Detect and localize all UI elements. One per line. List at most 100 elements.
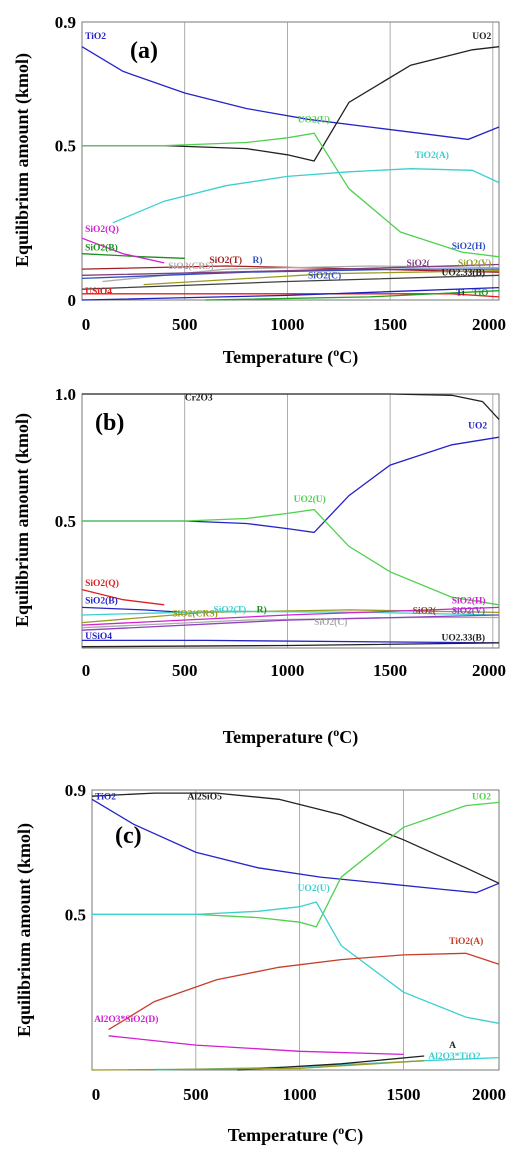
series-line-uo2-33-b- bbox=[81, 642, 500, 648]
series-line-sio2-q- bbox=[81, 588, 165, 606]
plot-area bbox=[81, 21, 500, 301]
x-tick-label: 1000 bbox=[270, 661, 304, 680]
panel-label: (b) bbox=[95, 410, 124, 436]
x-tick-label: 0 bbox=[82, 315, 91, 334]
x-axis-label: Temperature (oC) bbox=[228, 1123, 363, 1146]
x-tick-label: 1000 bbox=[270, 315, 304, 334]
series-label: SiO2(B) bbox=[85, 243, 118, 254]
y-tick-label: 0.9 bbox=[65, 781, 86, 800]
chart-panel-2: Cr2O3 UO2 UO2(U) SiO2(Q) SiO2(B) SiO2(T) R) SiO… bbox=[12, 385, 506, 748]
series-label: TiO2 bbox=[85, 32, 106, 42]
series-line-sio2-v- bbox=[81, 614, 500, 631]
series-label: UO2.33(B) bbox=[441, 632, 485, 643]
series-line-tio2-a- bbox=[112, 168, 500, 224]
series-line-uo2-33-b- bbox=[81, 274, 500, 290]
series-label: SiO2(Q) bbox=[85, 224, 119, 235]
series-line-sio2-c- bbox=[81, 268, 499, 280]
series-label: UO2(U) bbox=[294, 494, 326, 505]
y-tick-label: 1.0 bbox=[55, 385, 76, 404]
series-label: UO2.33(B) bbox=[441, 267, 485, 278]
plot-area bbox=[91, 789, 500, 1071]
series-label: TiO2 bbox=[95, 792, 116, 802]
x-tick-label: 1500 bbox=[386, 1085, 420, 1104]
series-label: R) bbox=[257, 604, 267, 615]
x-tick-label: 1500 bbox=[373, 315, 407, 334]
y-axis-label: Equilibrium amount (kmol) bbox=[12, 53, 33, 267]
series-label: SiO2(C) bbox=[314, 617, 347, 628]
series-label: Al2SiO5 bbox=[188, 792, 223, 802]
series-label: SiO2(C) bbox=[308, 270, 341, 281]
x-tick-label: 500 bbox=[183, 1085, 209, 1104]
series-line-sio2-h- bbox=[81, 263, 500, 276]
series-label: Ti bbox=[456, 288, 465, 298]
series-label: SiO2( bbox=[407, 258, 430, 269]
x-tick-label: 500 bbox=[172, 661, 198, 680]
series-label: UO2 bbox=[472, 792, 491, 802]
x-tick-label: 1500 bbox=[373, 661, 407, 680]
series-line-sio2-v- bbox=[143, 270, 500, 286]
series-label: SiO2(B) bbox=[85, 596, 118, 607]
series-label: SiO2(Q) bbox=[85, 578, 119, 589]
x-tick-label: 2000 bbox=[472, 661, 506, 680]
x-axis-label: Temperature (oC) bbox=[223, 345, 358, 368]
chart-panel-3: TiO2 Al2SiO5 UO2 UO2(U) TiO2(A) Al2O3*SiO2(D)… bbox=[14, 781, 506, 1146]
series-label: SiO2( bbox=[413, 606, 436, 617]
y-tick-label: 0.5 bbox=[65, 905, 86, 924]
series-line-tio2-a- bbox=[108, 952, 500, 1031]
series-label: USiO4 bbox=[85, 632, 112, 642]
series-line-sio2-h- bbox=[81, 606, 500, 626]
y-axis-label: Equilibrium amount (kmol) bbox=[14, 823, 35, 1037]
series-line-cr2o3 bbox=[82, 393, 500, 420]
series-label: UO2(U) bbox=[298, 883, 330, 894]
x-tick-label: 0 bbox=[82, 661, 91, 680]
series-label: SiO2(CRS) bbox=[168, 261, 213, 272]
series-label: UO2 bbox=[468, 421, 487, 431]
series-line-usio4 bbox=[82, 293, 500, 298]
chart-panel-1: TiO2 UO2 UO2(U) TiO2(A) SiO2(Q) SiO2(B) SiO2(H… bbox=[12, 13, 506, 368]
x-axis-label: Temperature (oC) bbox=[223, 725, 358, 748]
series-label: SiO2(CRS) bbox=[172, 608, 217, 619]
series-line-sio2-b- bbox=[81, 253, 185, 259]
series-label: SiO2(V) bbox=[452, 606, 485, 617]
series-label: SiO2(H) bbox=[452, 596, 486, 607]
series-label: UO2(U) bbox=[298, 114, 330, 125]
series-line-sio2-t- bbox=[81, 610, 500, 616]
series-line-usio4 bbox=[82, 639, 500, 644]
x-tick-label: 2000 bbox=[472, 1085, 506, 1104]
series-label: R) bbox=[252, 255, 262, 266]
series-line-al2o3-sio2-d- bbox=[108, 1035, 404, 1056]
series-line-minor bbox=[91, 1060, 425, 1071]
x-tick-label: 1000 bbox=[283, 1085, 317, 1104]
series-line-sio2-q- bbox=[81, 237, 165, 264]
series-label: TiO bbox=[472, 288, 488, 298]
series-line-uo2-u- bbox=[82, 132, 500, 258]
x-tick-label: 2000 bbox=[472, 315, 506, 334]
series-line-uo2-u- bbox=[92, 901, 500, 1024]
series-line-uo2-u- bbox=[82, 508, 500, 606]
series-line-uo2 bbox=[82, 46, 500, 162]
series-label: SiO2(V) bbox=[458, 258, 491, 269]
series-label: SiO2(H) bbox=[452, 241, 486, 252]
x-tick-label: 500 bbox=[172, 315, 198, 334]
series-label: Al2O3*SiO2(D) bbox=[94, 1014, 158, 1025]
y-tick-label: 0 bbox=[68, 291, 77, 310]
series-line-tio2 bbox=[91, 798, 500, 894]
series-line-ti bbox=[81, 286, 500, 301]
y-tick-label: 0.5 bbox=[55, 512, 76, 531]
series-label: Al2O3*TiO2 bbox=[428, 1052, 480, 1062]
series-label: SiO2(T) bbox=[209, 255, 242, 266]
series-line-uo2 bbox=[82, 436, 500, 534]
y-axis-label: Equilibrium amount (kmol) bbox=[12, 413, 33, 627]
series-label: TiO2(A) bbox=[415, 150, 449, 161]
series-line-al2sio5 bbox=[91, 792, 500, 884]
series-label: USiO4 bbox=[85, 287, 112, 297]
series-label: TiO2(A) bbox=[449, 936, 483, 947]
series-label: UO2 bbox=[472, 32, 491, 42]
series-label: A bbox=[449, 1041, 456, 1051]
series-line-a bbox=[237, 1055, 425, 1071]
series-line-tio2 bbox=[81, 46, 500, 141]
panel-label: (a) bbox=[130, 38, 158, 64]
panel-label: (c) bbox=[115, 823, 142, 849]
series-line-tio bbox=[205, 290, 500, 301]
